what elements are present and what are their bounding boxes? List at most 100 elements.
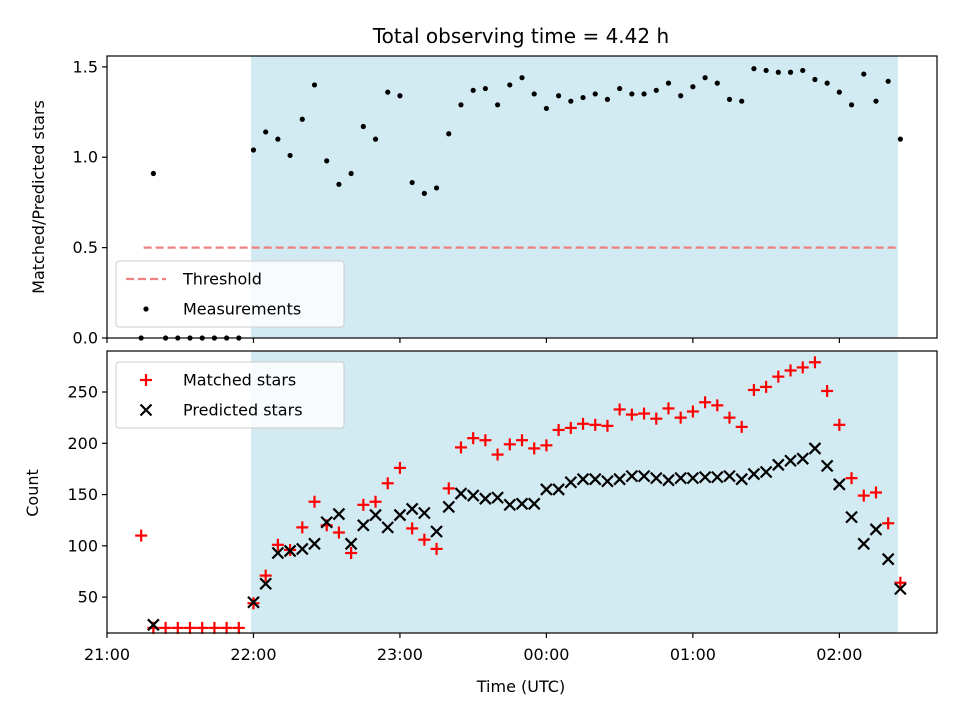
count-series-0-point-36 bbox=[577, 417, 590, 430]
count-series-0-point-56 bbox=[821, 384, 834, 397]
count-series-0-point-10 bbox=[259, 569, 272, 582]
count-axes-frame bbox=[106, 350, 938, 634]
count-series-1-point-37-b bbox=[686, 471, 700, 485]
count-series-0-point-19 bbox=[369, 495, 382, 508]
ratio-series-0-point-17 bbox=[348, 170, 354, 177]
count-series-1-point-35-b bbox=[662, 473, 675, 487]
count-series-0-point-30 bbox=[503, 438, 516, 451]
ratio-series-0-point-58 bbox=[848, 102, 855, 108]
count-series-1-point-39 bbox=[711, 470, 724, 484]
count-series-0-point-55 bbox=[808, 356, 821, 369]
count-series-1-point-26-b bbox=[552, 483, 565, 496]
count-series-1-point-24 bbox=[527, 497, 541, 511]
x-tick-label: 22:00 bbox=[230, 645, 276, 664]
count-series-1-point-15 bbox=[418, 506, 431, 520]
count-series-1-point-0-b bbox=[147, 618, 160, 632]
count-series-0-point-0 bbox=[135, 529, 148, 542]
count-series-1-point-1 bbox=[247, 595, 260, 609]
count-series-0-point-33 bbox=[540, 439, 553, 452]
ratio-series-0-point-45 bbox=[690, 84, 696, 90]
count-series-1-point-4-b bbox=[283, 544, 297, 558]
count-series-1-point-48-b bbox=[820, 459, 834, 473]
x-axis-label: Time (UTC) bbox=[476, 677, 565, 696]
count-series-0-point-46 bbox=[699, 396, 712, 409]
count-series-0-point-57 bbox=[833, 418, 846, 431]
ratio-series-0-point-29 bbox=[494, 102, 501, 108]
count-series-1-point-5 bbox=[296, 542, 309, 556]
count-series-1-point-50-b bbox=[845, 510, 858, 524]
count-series-1-point-14 bbox=[405, 502, 419, 516]
count-series-0-point-58 bbox=[845, 472, 858, 485]
count-series-1-point-17 bbox=[442, 500, 456, 514]
count-series-1-point-3 bbox=[271, 546, 285, 560]
count-series-0-point-61 bbox=[882, 517, 895, 530]
ratio-series-0-point-32 bbox=[531, 91, 537, 97]
count-series-1-point-21-b bbox=[491, 491, 504, 504]
count-series-0-point-13 bbox=[296, 521, 309, 534]
count-series-1-point-16-b bbox=[430, 525, 443, 538]
count-series-1-point-7-b bbox=[320, 515, 333, 529]
count-series-0-point-17 bbox=[345, 547, 358, 560]
count-series-0-point-48 bbox=[723, 411, 736, 424]
ratio-series-0-point-44 bbox=[678, 93, 684, 99]
ratio-series-0-point-48 bbox=[726, 96, 733, 102]
count-series-0-point-49 bbox=[735, 420, 748, 433]
ratio-y-tick-label: 0.5 bbox=[73, 238, 98, 257]
count-series-0-point-54 bbox=[796, 361, 809, 374]
count-series-1-point-10 bbox=[357, 519, 370, 532]
count-series-1-point-4 bbox=[283, 544, 297, 558]
count-series-1-point-42 bbox=[747, 467, 761, 481]
ratio-series-0-point-13 bbox=[299, 116, 305, 122]
x-tick-label: 00:00 bbox=[523, 645, 569, 664]
count-series-1-point-13-b bbox=[393, 508, 407, 522]
ratio-series-0-point-37 bbox=[592, 91, 598, 97]
count-series-1-point-27 bbox=[564, 475, 578, 489]
ratio-series-0-point-21 bbox=[397, 93, 403, 99]
count-series-1-point-53 bbox=[881, 552, 895, 566]
count-series-1-point-23 bbox=[515, 497, 529, 511]
ratio-series-0-point-42 bbox=[653, 87, 659, 93]
count-series-1-point-46 bbox=[796, 452, 810, 465]
count-panel: 50 100 150 200 250 21:00 22:00 23:00 00:00 01:00 0… bbox=[67, 350, 938, 664]
count-series-0-point-3 bbox=[171, 621, 184, 634]
ratio-series-0-point-24 bbox=[433, 185, 440, 191]
ratio-series-0-point-20 bbox=[385, 89, 391, 95]
ratio-series-0-point-9 bbox=[250, 147, 257, 153]
count-series-1-point-45 bbox=[784, 454, 797, 468]
count-series-1-point-34-b bbox=[649, 471, 663, 485]
count-series-0-point-29 bbox=[491, 448, 504, 461]
count-series-0-point-11 bbox=[271, 538, 284, 551]
count-series-1-point-52-b bbox=[869, 523, 883, 536]
count-series-1-point-7 bbox=[320, 515, 333, 529]
count-series-0-point-24 bbox=[430, 542, 443, 555]
ratio-series-0-point-19 bbox=[372, 136, 379, 142]
ratio-series-0-point-55 bbox=[812, 76, 818, 83]
count-series-1-point-27-b bbox=[564, 475, 578, 489]
count-series-1-point-20 bbox=[479, 492, 492, 505]
count-series-1-point-14-b bbox=[405, 502, 419, 516]
ratio-series-0-point-33 bbox=[543, 105, 550, 112]
count-series-1 bbox=[147, 442, 907, 632]
ratio-series-0-point-38 bbox=[604, 96, 611, 102]
count-series-1-point-49 bbox=[833, 478, 846, 491]
ratio-series-0-point-25 bbox=[446, 131, 452, 137]
ratio-axes-frame bbox=[106, 55, 938, 339]
count-observing-window bbox=[251, 351, 898, 633]
count-series-1-point-19-b bbox=[466, 489, 480, 502]
count-legend-label-1: Predicted stars bbox=[183, 401, 303, 420]
ratio-legend-label-1: Measurements bbox=[183, 300, 301, 319]
count-series-1-point-24-b bbox=[527, 497, 541, 511]
ratio-series-0-point-34 bbox=[556, 93, 562, 99]
ratio-y-axis-label: Matched/Predicted stars bbox=[29, 100, 48, 294]
ratio-series-0-point-51 bbox=[763, 67, 769, 74]
ratio-series-0-point-27 bbox=[470, 87, 476, 93]
count-series-1-point-41-b bbox=[735, 472, 748, 486]
count-series-1-point-44-b bbox=[772, 458, 785, 472]
count-series-0-point-41 bbox=[638, 407, 651, 420]
ratio-series-0-point-62 bbox=[897, 136, 903, 142]
count-series-0-point-47 bbox=[711, 399, 724, 412]
count-series-0-point-50 bbox=[747, 383, 760, 396]
count-series-0-point-23 bbox=[418, 533, 431, 546]
count-series-0-point-45 bbox=[686, 405, 699, 418]
count-series-1-point-0 bbox=[147, 618, 160, 632]
